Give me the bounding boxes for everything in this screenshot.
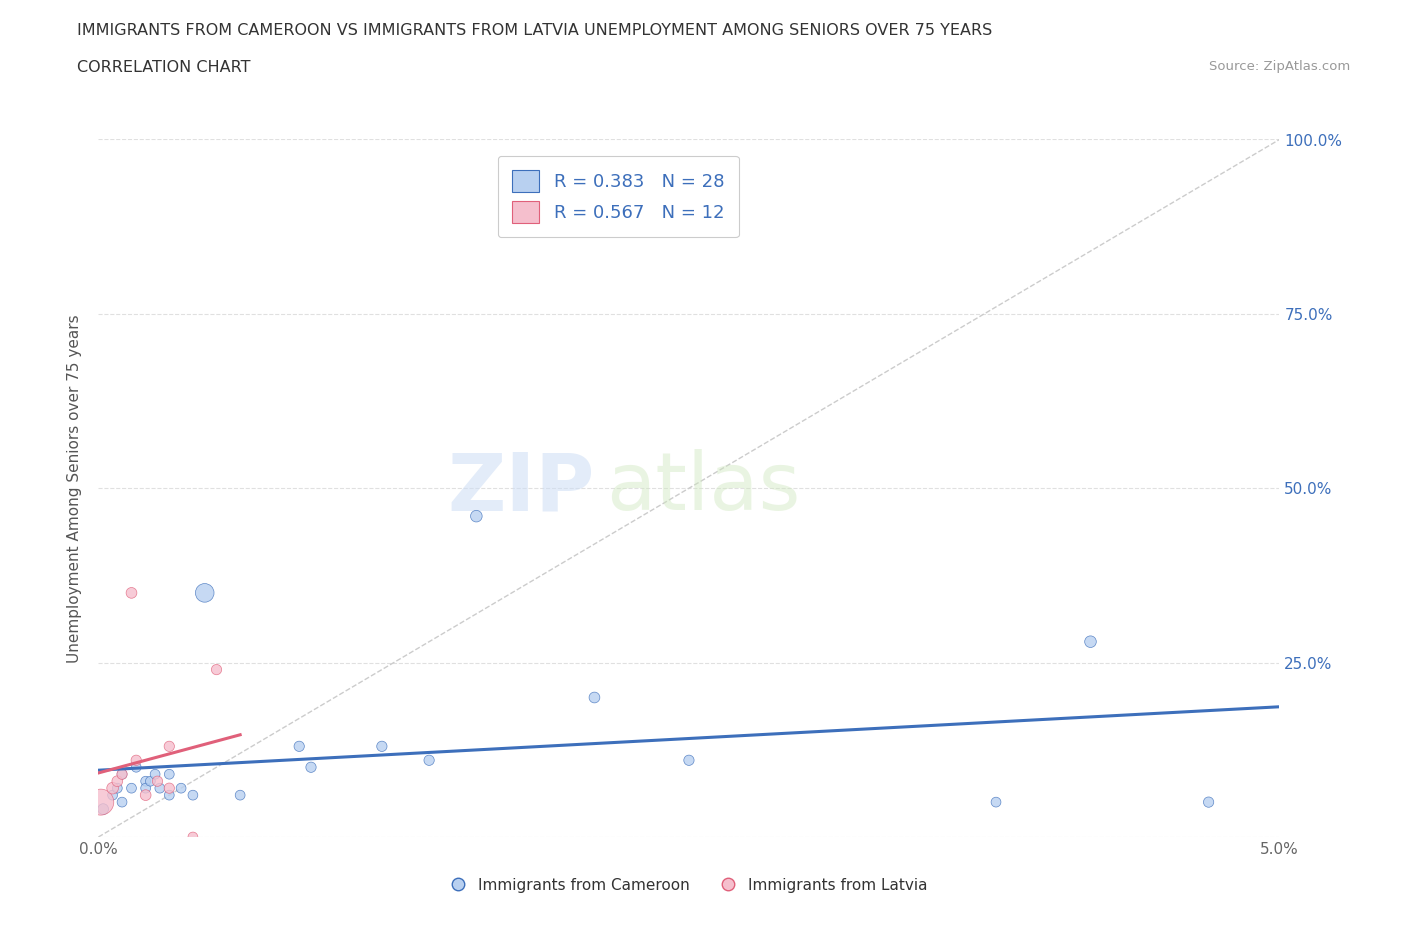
Point bbox=[135, 781, 157, 796]
Text: IMMIGRANTS FROM CAMEROON VS IMMIGRANTS FROM LATVIA UNEMPLOYMENT AMONG SENIORS OV: IMMIGRANTS FROM CAMEROON VS IMMIGRANTS F… bbox=[77, 23, 993, 38]
Legend: Immigrants from Cameroon, Immigrants from Latvia: Immigrants from Cameroon, Immigrants fro… bbox=[444, 871, 934, 899]
Point bbox=[90, 794, 112, 809]
Point bbox=[135, 788, 157, 803]
Point bbox=[194, 586, 217, 601]
Point bbox=[146, 774, 169, 789]
Point bbox=[181, 788, 204, 803]
Point bbox=[125, 753, 148, 768]
Text: CORRELATION CHART: CORRELATION CHART bbox=[77, 60, 250, 75]
Point bbox=[1198, 794, 1220, 809]
Point bbox=[288, 738, 311, 753]
Point bbox=[229, 788, 252, 803]
Point bbox=[121, 781, 143, 796]
Point bbox=[111, 794, 134, 809]
Point bbox=[299, 760, 322, 775]
Y-axis label: Unemployment Among Seniors over 75 years: Unemployment Among Seniors over 75 years bbox=[67, 314, 83, 662]
Point bbox=[157, 788, 180, 803]
Point bbox=[143, 766, 166, 781]
Point bbox=[678, 753, 700, 768]
Point bbox=[157, 781, 180, 796]
Point bbox=[111, 766, 134, 781]
Point bbox=[105, 774, 128, 789]
Text: atlas: atlas bbox=[606, 449, 800, 527]
Point bbox=[465, 509, 488, 524]
Point bbox=[583, 690, 606, 705]
Point bbox=[984, 794, 1007, 809]
Point bbox=[125, 760, 148, 775]
Point bbox=[181, 830, 204, 844]
Text: Source: ZipAtlas.com: Source: ZipAtlas.com bbox=[1209, 60, 1350, 73]
Point bbox=[170, 781, 193, 796]
Point bbox=[105, 781, 128, 796]
Point bbox=[111, 766, 134, 781]
Point bbox=[101, 788, 124, 803]
Point bbox=[101, 781, 124, 796]
Point bbox=[121, 586, 143, 601]
Point bbox=[1080, 634, 1102, 649]
Point bbox=[418, 753, 440, 768]
Text: ZIP: ZIP bbox=[447, 449, 595, 527]
Point bbox=[205, 662, 228, 677]
Point bbox=[91, 802, 114, 817]
Point bbox=[149, 781, 172, 796]
Point bbox=[139, 774, 162, 789]
Point bbox=[371, 738, 394, 753]
Point bbox=[157, 766, 180, 781]
Point bbox=[157, 738, 180, 753]
Point bbox=[135, 774, 157, 789]
